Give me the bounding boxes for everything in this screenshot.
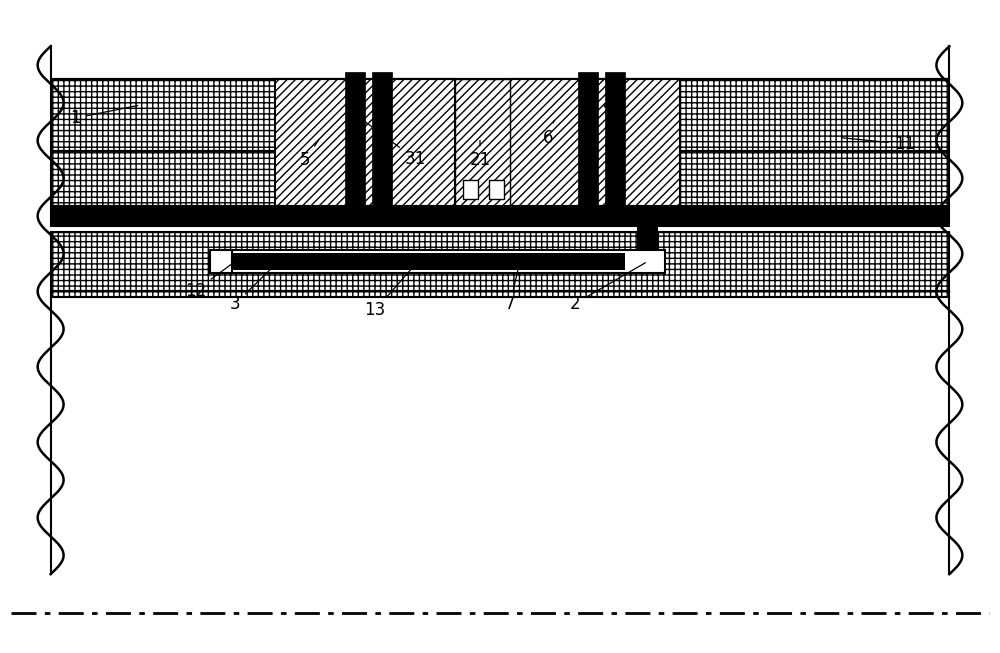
Bar — [637, 223, 658, 249]
Text: 12: 12 — [185, 263, 233, 300]
Bar — [455, 79, 510, 206]
Bar — [275, 79, 455, 206]
Text: 6: 6 — [543, 121, 554, 146]
Bar — [275, 79, 455, 206]
Bar — [510, 79, 680, 206]
Text: 31: 31 — [362, 119, 426, 168]
Bar — [210, 249, 665, 273]
Bar — [455, 79, 510, 206]
Bar — [210, 249, 232, 273]
Bar — [489, 180, 504, 199]
Text: 5: 5 — [300, 140, 319, 169]
Text: 13: 13 — [365, 266, 413, 319]
Bar — [51, 232, 949, 291]
Text: 21: 21 — [469, 140, 491, 169]
Bar — [225, 253, 625, 270]
Bar — [51, 291, 949, 297]
Text: 11: 11 — [842, 135, 915, 153]
Text: 3: 3 — [230, 266, 273, 313]
Bar — [605, 72, 625, 206]
Bar — [51, 151, 949, 206]
Bar — [372, 72, 392, 206]
Bar — [51, 151, 949, 206]
Bar — [51, 206, 949, 225]
Bar — [463, 180, 478, 199]
Bar — [345, 72, 365, 206]
Text: 4: 4 — [597, 96, 613, 114]
Bar — [51, 79, 949, 151]
Bar — [578, 72, 598, 206]
Text: 7: 7 — [505, 264, 519, 313]
Bar — [51, 79, 949, 151]
Text: 1: 1 — [70, 106, 138, 127]
Bar — [51, 291, 949, 297]
Bar — [51, 232, 949, 291]
Text: 2: 2 — [570, 263, 645, 313]
Bar — [510, 79, 680, 206]
